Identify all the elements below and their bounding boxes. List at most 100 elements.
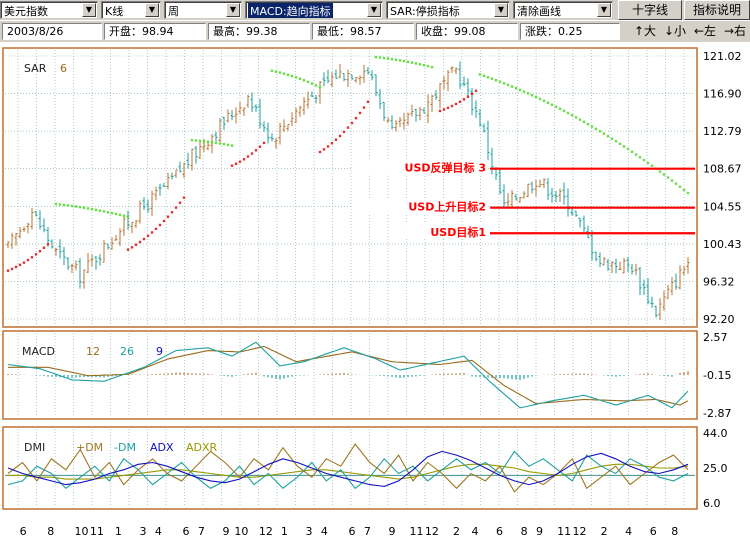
period-select[interactable]: 周 ▼ xyxy=(164,1,242,19)
zoom-out-button[interactable]: ↓小 xyxy=(664,24,687,38)
sar-dot-below xyxy=(138,240,142,244)
sar-dot-above xyxy=(430,65,434,69)
sar-dot-above xyxy=(558,107,562,111)
sar-dot-below xyxy=(142,237,146,241)
sar-dot-below xyxy=(474,89,478,93)
scroll-right-button[interactable]: →右 xyxy=(724,24,747,38)
y-tick-label: 25.0 xyxy=(703,462,728,475)
index-select[interactable]: 美元指数 ▼ xyxy=(0,1,98,19)
x-tick-label: 9 xyxy=(536,525,543,538)
indicator-label: MACD xyxy=(22,345,55,358)
sar-dot-above xyxy=(486,76,490,79)
chart-type-select-value: K线 xyxy=(105,5,124,18)
sar-dot-above xyxy=(114,212,118,216)
sar-dot-above xyxy=(642,158,646,162)
draw-select[interactable]: 清除画线 ▼ xyxy=(513,1,613,19)
sar-dot-below xyxy=(362,106,366,109)
sar-dot-above xyxy=(542,99,546,103)
x-tick-label: 6 xyxy=(183,525,190,538)
overlay-select-value: SAR:停损指标 xyxy=(390,5,460,18)
zoom-in-button[interactable]: ↑大 xyxy=(634,24,657,38)
candles xyxy=(6,61,690,320)
x-tick-label: 9 xyxy=(388,525,395,538)
x-tick-label: 8 xyxy=(47,525,54,538)
sar-dot-below xyxy=(470,92,474,96)
sar-dot-above xyxy=(122,214,126,218)
scroll-left-button[interactable]: ←左 xyxy=(694,24,717,38)
sar-dot-above xyxy=(378,56,382,59)
sar-dot-below xyxy=(170,211,174,214)
x-tick-label: 10 xyxy=(74,525,88,538)
help-button[interactable]: 指标说明 xyxy=(684,0,750,20)
chart-area[interactable]: 121.02 116.90 112.79 108.67 104.55 100.43 96.3… xyxy=(0,42,750,550)
sar-dot-below xyxy=(10,267,14,271)
sar-dot-above xyxy=(226,143,230,147)
chevron-down-icon[interactable]: ▼ xyxy=(145,3,159,17)
chevron-down-icon[interactable]: ▼ xyxy=(82,3,96,17)
indicator-label: DMI xyxy=(24,441,45,454)
index-select-value: 美元指数 xyxy=(4,5,48,18)
sar-dot-below xyxy=(250,152,254,155)
chevron-down-icon[interactable]: ▼ xyxy=(494,3,508,17)
sar-dot-below xyxy=(338,134,342,138)
indicator-select[interactable]: MACD:趋向指标 ▼ xyxy=(245,1,383,19)
sar-dot-below xyxy=(238,160,242,163)
sar-dot-below xyxy=(442,108,446,111)
chevron-down-icon[interactable]: ▼ xyxy=(597,3,611,17)
sar-dot-below xyxy=(158,223,162,227)
x-tick-label: 6 xyxy=(650,525,657,538)
chart-type-select[interactable]: K线 ▼ xyxy=(101,1,161,19)
draw-select-value: 清除画线 xyxy=(517,5,561,18)
overlay-select[interactable]: SAR:停损指标 ▼ xyxy=(386,1,510,19)
chevron-down-icon[interactable]: ▼ xyxy=(367,3,381,17)
sar-dot-above xyxy=(374,55,378,59)
low-field: 最低：98.57 xyxy=(312,23,414,40)
sar-dot-below xyxy=(182,196,186,199)
x-tick-label: 6 xyxy=(349,525,356,538)
x-tick-label: 8 xyxy=(671,525,678,538)
x-tick-label: 6 xyxy=(496,525,503,538)
sar-dot-above xyxy=(646,161,650,165)
chevron-down-icon[interactable]: ▼ xyxy=(226,3,240,17)
sar-dot-above xyxy=(422,64,426,67)
sar-dot-above xyxy=(562,109,566,113)
sar-dot-below xyxy=(242,158,246,161)
y-tick-label: 96.32 xyxy=(703,275,735,288)
legend-minus-dm: -DM xyxy=(114,441,136,454)
x-tick-label: 4 xyxy=(155,525,162,538)
sar-dot-above xyxy=(602,132,606,135)
sar-dot-above xyxy=(86,207,90,210)
vertical-gridlines xyxy=(17,50,685,325)
sar-dot-below xyxy=(46,242,50,246)
target-label-bg xyxy=(352,198,488,213)
sar-dot-above xyxy=(514,86,518,90)
x-tick-label: 10 xyxy=(234,525,248,538)
adxr-line xyxy=(8,463,689,480)
sar-dot-above xyxy=(306,80,310,84)
panel-frame xyxy=(2,426,698,510)
x-tick-label: 11 xyxy=(557,525,571,538)
sar-dot-above xyxy=(502,82,506,85)
sar-dot-above xyxy=(198,139,202,143)
sar-dot-above xyxy=(682,188,686,192)
macd-panel[interactable]: 2.57 -0.15 -2.87 MACD 12 26 9 xyxy=(2,330,731,420)
sar-dot-above xyxy=(418,63,422,66)
sar-dot-above xyxy=(610,137,614,140)
crosshair-button[interactable]: 十字线 xyxy=(618,0,682,20)
y-tick-label: -2.87 xyxy=(703,407,731,420)
sar-dot-above xyxy=(78,205,82,209)
sar-dot-above xyxy=(590,125,594,128)
sar-dot-below xyxy=(346,126,350,129)
target-label: USD上升目标2 xyxy=(408,200,486,214)
sar-dot-above xyxy=(494,78,498,82)
sar-dot-above xyxy=(662,173,666,176)
sar-dot-above xyxy=(214,141,218,145)
sar-dot-above xyxy=(498,80,502,83)
sar-dot-above xyxy=(510,85,514,88)
sar-dot-below xyxy=(6,269,10,272)
x-tick-label: 7 xyxy=(198,525,205,538)
sar-dot-above xyxy=(62,203,66,207)
y-tick-label: 121.02 xyxy=(703,50,742,63)
dmi-panel[interactable]: 44.0 25.0 6.0 DMI +DM -DM ADX ADXR xyxy=(2,426,728,510)
price-panel[interactable]: 121.02 116.90 112.79 108.67 104.55 100.43 96.3… xyxy=(2,47,742,328)
